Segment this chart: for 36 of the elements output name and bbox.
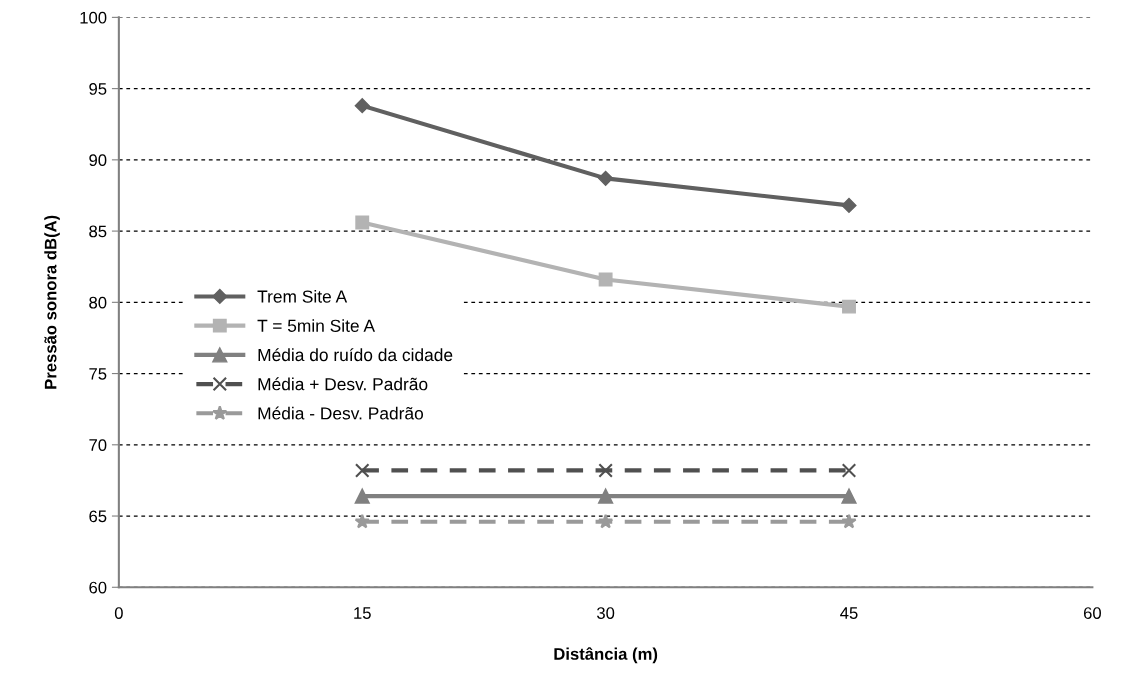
y-tick-label: 95 [89,83,107,95]
point [598,272,613,287]
point [354,98,370,114]
point [597,513,614,529]
point [354,513,370,529]
y-tick-label: 75 [89,368,107,380]
point [354,463,370,478]
y-tick-label: 100 [80,11,107,24]
point [841,513,857,529]
point [842,299,856,314]
y-tick-label: 85 [89,225,107,238]
x-tick-label: 0 [114,607,123,619]
x-axis-title: Distância (m) [554,647,658,664]
y-tick-label: 90 [89,154,107,167]
x-tick-label: 45 [840,607,858,619]
point [598,170,614,186]
x-tick-label: 60 [1083,607,1101,619]
y-tick-label: 60 [89,581,107,594]
point [598,463,613,478]
x-tick-label: 15 [354,607,371,619]
point [354,488,370,504]
y-axis-title: Pressão sonora dB(A) [44,215,60,389]
legend-label: Média + Desv. Padrão [258,377,428,391]
y-tick-label: 80 [89,296,107,309]
point [841,488,857,504]
point [355,215,370,230]
point [841,197,857,214]
legend-label: Média - Desv. Padrão [258,406,424,420]
y-tick-label: 65 [89,510,107,523]
legend-label: T = 5min Site A [257,319,375,332]
legend-label: Trem Site A [257,289,348,303]
point [597,488,614,504]
legend-label: Média do ruído da cidade [258,348,453,362]
x-tick-label: 30 [596,607,615,619]
point [841,463,857,478]
y-tick-label: 70 [89,439,107,451]
